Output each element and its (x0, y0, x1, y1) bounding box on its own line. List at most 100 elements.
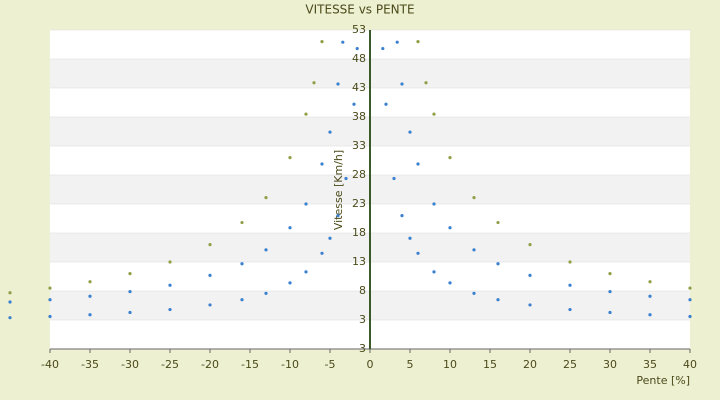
scatter-point (312, 81, 316, 85)
scatter-point (496, 220, 500, 225)
scatter-point (168, 283, 172, 287)
x-tick-label: -20 (201, 358, 219, 371)
scatter-point (448, 226, 452, 230)
y-tick-label: 8 (359, 284, 366, 297)
scatter-point (432, 270, 436, 274)
y-axis-label: Vitesse [Km/h] (332, 150, 345, 230)
scatter-point (568, 260, 572, 264)
scatter-point (336, 214, 340, 218)
chart-title: VITESSE vs PENTE (305, 3, 414, 17)
scatter-point (304, 112, 308, 116)
scatter-point (88, 313, 92, 317)
scatter-point (568, 307, 572, 312)
scatter-point (400, 82, 404, 86)
scatter-point (264, 248, 268, 252)
y-tick-label: 43 (352, 81, 366, 94)
y-tick-label: 13 (352, 255, 366, 268)
scatter-point (448, 156, 452, 160)
scatter-point (472, 291, 476, 295)
scatter-point (208, 303, 212, 307)
scatter-point (648, 294, 652, 298)
scatter-point (48, 314, 52, 319)
scatter-point (400, 214, 404, 218)
scatter-point (240, 220, 244, 225)
scatter-point (328, 236, 332, 240)
scatter-point (355, 46, 359, 51)
scatter-point (288, 226, 292, 230)
y-tick-label: 18 (352, 226, 366, 239)
x-tick-label: -25 (161, 358, 179, 371)
scatter-point (328, 130, 332, 134)
x-tick-label: -30 (121, 358, 139, 371)
x-tick-label: 20 (523, 358, 537, 371)
y-tick-label: 48 (352, 52, 366, 65)
x-tick-label: 30 (603, 358, 617, 371)
y-tick-label: 28 (352, 168, 366, 181)
y-tick-label: 23 (352, 197, 366, 210)
scatter-point (648, 313, 652, 317)
scatter-point (320, 251, 324, 255)
scatter-point (688, 314, 692, 319)
scatter-point (432, 112, 436, 116)
scatter-point (168, 307, 172, 312)
scatter-point (341, 40, 345, 44)
scatter-point (408, 130, 412, 134)
scatter-point (320, 162, 324, 166)
y-tick-label: 33 (352, 139, 366, 152)
scatter-point (208, 273, 212, 277)
scatter-point (608, 289, 612, 294)
scatter-point (688, 286, 692, 290)
scatter-point (432, 202, 436, 206)
scatter-point (496, 298, 500, 302)
scatter-point (528, 303, 532, 307)
scatter-point (240, 262, 244, 266)
scatter-point (416, 251, 420, 255)
scatter-point (264, 196, 268, 200)
scatter-point (264, 291, 268, 295)
scatter-point (496, 262, 500, 266)
scatter-point (384, 102, 388, 106)
scatter-point (304, 270, 308, 274)
scatter-point (336, 82, 340, 86)
x-tick-label: -15 (241, 358, 259, 371)
y-tick-label: 53 (352, 23, 366, 36)
scatter-point (8, 316, 12, 320)
x-tick-label: 0 (367, 358, 374, 371)
scatter-point (304, 202, 308, 206)
scatter-point (344, 176, 348, 181)
scatter-point (416, 162, 420, 166)
x-tick-label: 5 (407, 358, 414, 371)
x-tick-label: 25 (563, 358, 577, 371)
scatter-point (8, 291, 12, 295)
scatter-point (608, 272, 612, 276)
scatter-point (48, 298, 52, 302)
scatter-point (528, 243, 532, 247)
scatter-point (128, 289, 132, 294)
scatter-point (395, 40, 399, 44)
scatter-point (472, 196, 476, 200)
scatter-point (240, 298, 244, 302)
scatter-point (648, 280, 652, 284)
scatter-point (448, 281, 452, 285)
scatter-point (168, 260, 172, 264)
x-tick-label: -40 (41, 358, 59, 371)
x-tick-label: 10 (443, 358, 457, 371)
x-tick-label: 40 (683, 358, 697, 371)
scatter-point (424, 81, 428, 85)
scatter-point (688, 298, 692, 302)
scatter-point (416, 40, 420, 44)
scatter-point (528, 273, 532, 277)
scatter-point (381, 46, 385, 51)
x-tick-label: -35 (81, 358, 99, 371)
scatter-point (288, 156, 292, 160)
scatter-point (128, 310, 132, 315)
x-tick-label: -5 (325, 358, 336, 371)
scatter-point (88, 280, 92, 284)
scatter-point (352, 102, 356, 106)
scatter-point (472, 248, 476, 252)
scatter-point (128, 272, 132, 276)
scatter-point (392, 176, 396, 181)
x-tick-label: 35 (643, 358, 657, 371)
scatter-point (208, 243, 212, 247)
